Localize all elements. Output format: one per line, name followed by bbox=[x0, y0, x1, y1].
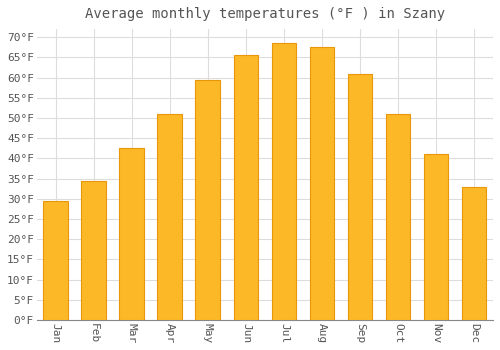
Bar bbox=[196, 79, 220, 320]
Bar bbox=[310, 47, 334, 320]
Bar bbox=[272, 43, 296, 320]
Title: Average monthly temperatures (°F ) in Szany: Average monthly temperatures (°F ) in Sz… bbox=[85, 7, 445, 21]
Bar bbox=[462, 187, 486, 320]
Bar bbox=[44, 201, 68, 320]
Bar bbox=[120, 148, 144, 320]
Bar bbox=[158, 114, 182, 320]
Bar bbox=[424, 154, 448, 320]
Bar bbox=[348, 74, 372, 320]
Bar bbox=[386, 114, 410, 320]
Bar bbox=[234, 55, 258, 320]
Bar bbox=[82, 181, 106, 320]
